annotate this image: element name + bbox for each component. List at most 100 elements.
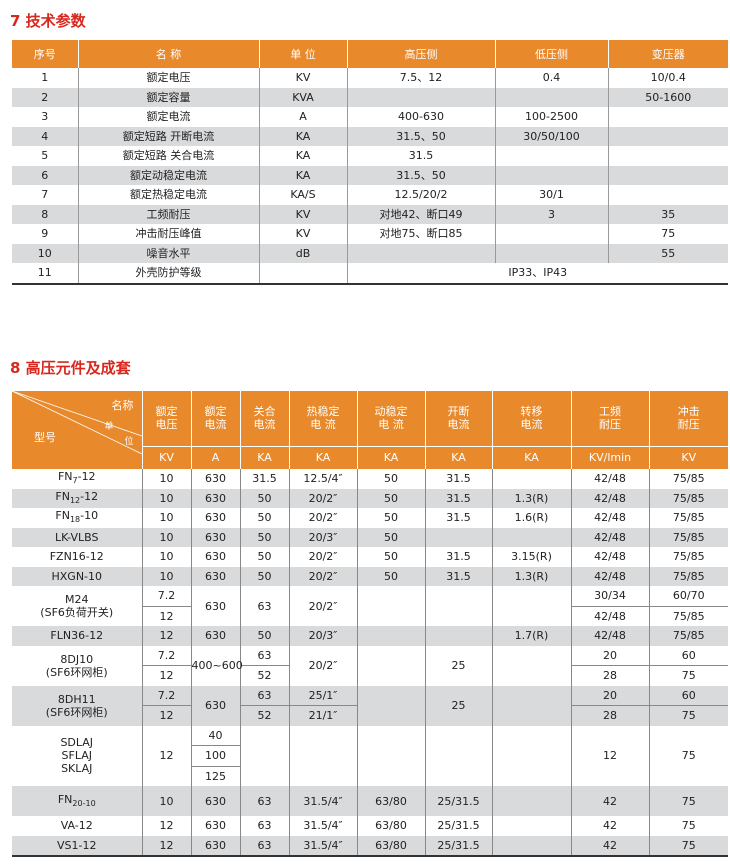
value-cell: 42: [570, 835, 649, 856]
table-row: 125: [12, 765, 728, 786]
corner-model-label: 型号: [34, 431, 56, 444]
value-cell: 12: [141, 626, 191, 646]
table-row: FLN36-12 12 630 50 20/3″ 1.7(R) 42/48 75/85: [12, 626, 728, 646]
value-cell: 20/2″: [288, 547, 357, 567]
model-cell: FLN36-12: [12, 626, 142, 646]
value-cell: 60: [648, 645, 728, 666]
column-header-name: 开断 电流: [424, 391, 492, 447]
table-cell: 额定热稳定电流: [77, 185, 259, 205]
table-cell: [607, 107, 728, 127]
table-cell: [494, 146, 608, 166]
column-header-name: 关合 电流: [239, 391, 289, 447]
value-cell: 630: [190, 547, 240, 567]
value-cell: [424, 626, 492, 646]
value-cell: 75/85: [648, 547, 728, 567]
table-cell: 11: [37, 266, 52, 280]
value-cell: 630: [190, 835, 240, 856]
value-cell: 10: [141, 508, 191, 528]
value-cell: 25/31.5: [424, 816, 492, 836]
value-cell: 75/85: [648, 469, 728, 489]
value-cell: 31.5: [239, 469, 289, 489]
table-cell: A: [258, 107, 347, 127]
value-cell: 20/2″: [288, 508, 357, 528]
table-cell: 12.5/20/2: [346, 185, 495, 205]
table-cell: 31.5: [346, 146, 495, 166]
value-cell: 50: [239, 508, 289, 528]
value-cell: 42/48: [570, 547, 649, 567]
value-cell: 1.3(R): [491, 566, 571, 586]
model-cell: M24 (SF6负荷开关): [12, 586, 142, 626]
table-cell: 7.5、12: [346, 68, 495, 88]
corner-unit-label-2: 位: [124, 437, 134, 447]
model-cell: 8DJ10 (SF6环网柜): [12, 646, 142, 686]
table-cell: 5: [41, 149, 49, 163]
table-cell: [494, 87, 608, 107]
value-cell: 75/85: [648, 527, 728, 547]
value-cell: [239, 725, 289, 786]
value-cell: 12: [141, 705, 191, 726]
column-header-unit: KA: [356, 445, 425, 469]
value-cell: 63: [239, 685, 289, 706]
table-row: FZN16-12 10 630 50 20/2″ 50 31.5 3.15(R) 42/48 75…: [12, 547, 728, 567]
value-cell: 25/1″: [288, 685, 357, 706]
value-cell: 10: [141, 547, 191, 567]
value-cell: 75: [648, 835, 728, 856]
column-header-unit: KA: [288, 445, 357, 469]
header-cell: 名 称: [77, 40, 259, 68]
table-cell: KVA: [258, 87, 347, 107]
model-cell: FN20-10: [12, 786, 142, 816]
value-cell: 3.15(R): [491, 547, 571, 567]
value-cell: 30/34: [570, 586, 649, 606]
value-cell: 63: [239, 586, 289, 626]
model-subscript: 7: [72, 476, 78, 486]
table-row: 11 外壳防护等级 IP33、IP43: [12, 263, 728, 284]
value-cell: [491, 685, 571, 726]
value-cell: 20: [570, 645, 649, 666]
table-cell: [607, 165, 728, 185]
table-cell: [494, 224, 608, 244]
table-cell: KA/S: [258, 185, 347, 205]
value-cell: 75: [648, 725, 728, 786]
value-cell: 50: [239, 626, 289, 646]
table-cell: KA: [258, 146, 347, 166]
value-cell: 21/1″: [288, 705, 357, 726]
table-cell: 噪音水平: [77, 243, 259, 263]
column-header-name: 工频 耐压: [570, 391, 649, 447]
value-cell: 42/48: [570, 566, 649, 586]
value-cell: 1.3(R): [491, 488, 571, 508]
table-cell: 10/0.4: [607, 68, 728, 88]
table-cell: KA: [258, 165, 347, 185]
value-cell: 75: [648, 665, 728, 686]
table-cell: 额定电压: [77, 68, 259, 88]
value-cell: 12: [141, 605, 191, 626]
value-cell: 630: [190, 786, 240, 816]
model-name: SDLAJ SFLAJ SKLAJ: [60, 736, 94, 776]
value-cell: 75/85: [648, 508, 728, 528]
table-cell: 额定短路 开断电流: [77, 126, 259, 146]
table-cell: IP33、IP43: [346, 263, 728, 284]
value-cell: 10: [141, 527, 191, 547]
value-cell: 42/48: [570, 488, 649, 508]
model-name: VS1-12: [57, 838, 97, 852]
value-cell: 20/2″: [288, 586, 357, 626]
model-name: FN: [55, 489, 70, 503]
model-name: 8DJ10 (SF6环网柜): [45, 652, 108, 679]
table-row: 2 额定容量 KVA 50-1600: [12, 87, 728, 107]
table-row: HXGN-10 10 630 50 20/2″ 50 31.5 1.3(R) 42/48 75/8…: [12, 566, 728, 586]
value-cell: 12.5/4″: [288, 469, 357, 489]
model-suffix: -10: [80, 509, 99, 523]
value-cell: 50: [239, 488, 289, 508]
model-name: LK-VLBS: [54, 530, 99, 544]
table-row: 8 工频耐压 KV 对地42、断口49 3 35: [12, 204, 728, 224]
table-cell: KA: [258, 126, 347, 146]
model-cell: FN18-10: [12, 508, 142, 528]
table-cell: 额定容量: [77, 87, 259, 107]
value-cell: 31.5: [424, 566, 492, 586]
model-name: FLN36-12: [50, 629, 104, 643]
value-cell: 28: [570, 665, 649, 686]
value-cell: 52: [239, 705, 289, 726]
value-cell: 630: [190, 816, 240, 836]
value-cell: 25/31.5: [424, 835, 492, 856]
column-header-name: 动稳定 电 流: [356, 391, 425, 447]
table-cell: [494, 243, 608, 263]
